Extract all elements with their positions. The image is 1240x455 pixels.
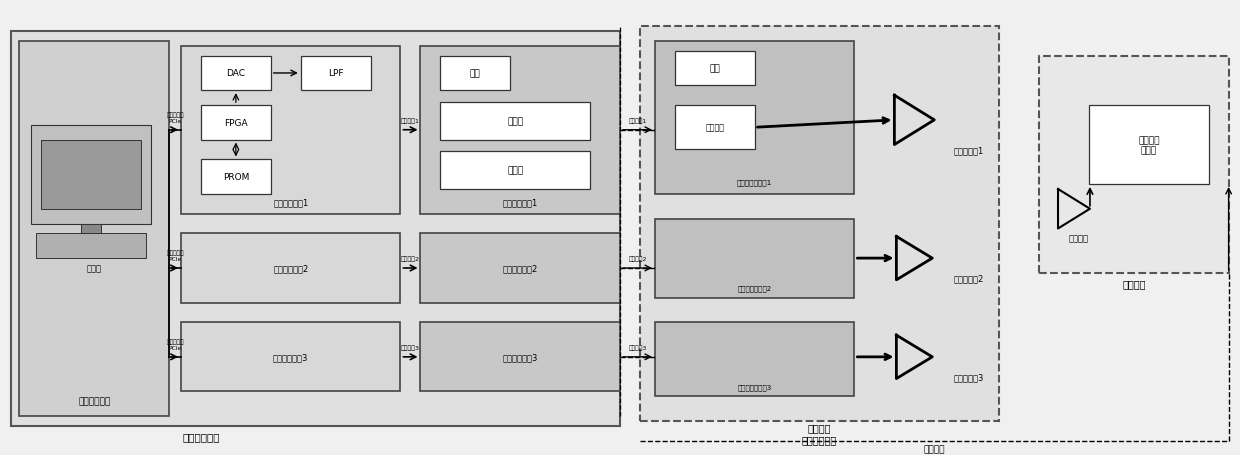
FancyBboxPatch shape bbox=[201, 160, 270, 194]
Text: DAC: DAC bbox=[227, 69, 246, 78]
FancyBboxPatch shape bbox=[675, 106, 755, 150]
Text: 中频输出3: 中频输出3 bbox=[401, 344, 420, 350]
Text: 中频生成模块3: 中频生成模块3 bbox=[273, 353, 309, 362]
Text: 射频输出2: 射频输出2 bbox=[629, 256, 646, 261]
Text: 标校天线: 标校天线 bbox=[1069, 234, 1089, 243]
FancyBboxPatch shape bbox=[1089, 106, 1209, 185]
FancyBboxPatch shape bbox=[301, 56, 371, 91]
FancyBboxPatch shape bbox=[11, 32, 620, 426]
FancyBboxPatch shape bbox=[640, 27, 999, 421]
Text: 开关矩阵: 开关矩阵 bbox=[706, 123, 724, 132]
FancyBboxPatch shape bbox=[655, 42, 854, 194]
Text: 参考信号: 参考信号 bbox=[924, 444, 945, 453]
FancyBboxPatch shape bbox=[31, 126, 151, 224]
Text: 工作站: 工作站 bbox=[87, 264, 102, 273]
FancyBboxPatch shape bbox=[1039, 56, 1229, 273]
FancyBboxPatch shape bbox=[201, 56, 270, 91]
FancyBboxPatch shape bbox=[61, 236, 122, 244]
Text: LPF: LPF bbox=[327, 69, 343, 78]
Text: 射频生成模块3: 射频生成模块3 bbox=[502, 353, 538, 362]
FancyBboxPatch shape bbox=[20, 42, 169, 416]
Text: 测量单元: 测量单元 bbox=[1122, 278, 1146, 288]
Text: 三元组馈电通道2: 三元组馈电通道2 bbox=[738, 285, 771, 291]
FancyBboxPatch shape bbox=[440, 103, 590, 140]
FancyBboxPatch shape bbox=[655, 323, 854, 396]
Text: 射频输出3: 射频输出3 bbox=[629, 344, 646, 350]
Text: 中频输出2: 中频输出2 bbox=[401, 256, 420, 261]
FancyBboxPatch shape bbox=[181, 234, 401, 303]
Text: 三元组天线3: 三元组天线3 bbox=[954, 372, 985, 381]
Text: 晶振: 晶振 bbox=[470, 69, 481, 78]
Text: 脉冲描述字
PCIe: 脉冲描述字 PCIe bbox=[166, 250, 184, 261]
Text: 功放: 功放 bbox=[709, 65, 720, 73]
FancyBboxPatch shape bbox=[420, 234, 620, 303]
FancyBboxPatch shape bbox=[181, 323, 401, 392]
Text: 射频输出1: 射频输出1 bbox=[629, 118, 646, 123]
FancyBboxPatch shape bbox=[181, 47, 401, 214]
Text: PROM: PROM bbox=[223, 173, 249, 182]
Text: 中频输出1: 中频输出1 bbox=[401, 118, 420, 123]
Text: FPGA: FPGA bbox=[224, 119, 248, 127]
FancyBboxPatch shape bbox=[201, 106, 270, 140]
Text: 滤波器: 滤波器 bbox=[507, 167, 523, 175]
Text: 脉冲描述字
PCIe: 脉冲描述字 PCIe bbox=[166, 339, 184, 350]
Text: 中频生成模块1: 中频生成模块1 bbox=[273, 198, 309, 207]
Text: 射频生成模块1: 射频生成模块1 bbox=[502, 198, 538, 207]
Text: 三元组馈电通道3: 三元组馈电通道3 bbox=[738, 383, 771, 390]
FancyBboxPatch shape bbox=[41, 140, 141, 209]
FancyBboxPatch shape bbox=[675, 51, 755, 86]
FancyBboxPatch shape bbox=[81, 224, 102, 234]
Text: 脉冲描述字
PCIe: 脉冲描述字 PCIe bbox=[166, 112, 184, 123]
FancyBboxPatch shape bbox=[440, 152, 590, 190]
Text: 三元组天线2: 三元组天线2 bbox=[954, 274, 985, 283]
FancyBboxPatch shape bbox=[36, 234, 146, 258]
FancyBboxPatch shape bbox=[440, 56, 510, 91]
Text: 射频生成模块2: 射频生成模块2 bbox=[502, 264, 538, 273]
Text: 中频生成模块2: 中频生成模块2 bbox=[273, 264, 309, 273]
FancyBboxPatch shape bbox=[655, 219, 854, 298]
Text: 三元组馈电通道1: 三元组馈电通道1 bbox=[737, 179, 773, 186]
Text: 天线阵列
馈电通道单元: 天线阵列 馈电通道单元 bbox=[802, 422, 837, 444]
Text: 信号解算模块: 信号解算模块 bbox=[78, 397, 110, 406]
Text: 信号模拟单元: 信号模拟单元 bbox=[182, 431, 219, 441]
Text: 混频器: 混频器 bbox=[507, 117, 523, 126]
FancyBboxPatch shape bbox=[420, 323, 620, 392]
Text: 矢量网络
分析仪: 矢量网络 分析仪 bbox=[1138, 136, 1159, 155]
FancyBboxPatch shape bbox=[420, 47, 620, 214]
Text: 三元组天线1: 三元组天线1 bbox=[954, 146, 985, 155]
